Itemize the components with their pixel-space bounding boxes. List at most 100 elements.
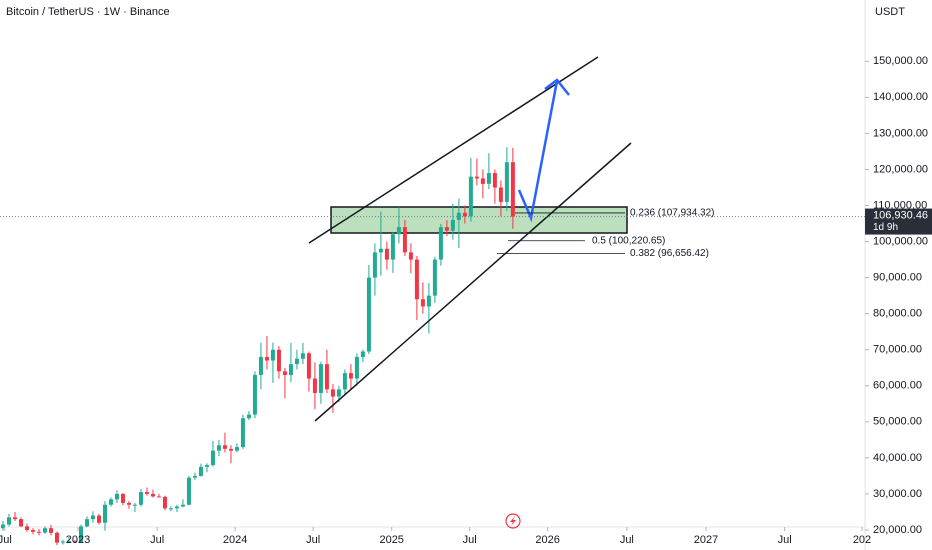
candle-body <box>330 389 335 397</box>
candle-body <box>126 502 131 505</box>
candle-body <box>354 356 359 379</box>
y-tick-label: 150,000.00 <box>873 55 928 67</box>
candle-body <box>438 227 443 260</box>
candle-body <box>96 515 101 523</box>
candle-body <box>306 353 311 379</box>
x-tick-label: Jul <box>778 534 792 546</box>
candle-body <box>180 504 185 507</box>
candle-body <box>402 227 407 253</box>
y-tick-label: 110,000.00 <box>873 199 927 211</box>
candle-body <box>24 526 29 530</box>
candle-body <box>408 252 413 260</box>
y-tick-label: 40,000.00 <box>873 452 922 464</box>
candle-body <box>36 531 41 533</box>
candle-body <box>420 299 425 307</box>
candle-body <box>54 532 59 543</box>
x-tick-label: Jul <box>0 534 12 546</box>
candle-body <box>342 373 347 390</box>
price-tag-label: 106,930.46 <box>873 209 928 221</box>
chart-title: Bitcoin / TetherUS · 1W · Binance <box>6 6 170 18</box>
y-tick-label: 20,000.00 <box>873 524 922 536</box>
y-tick-label: 30,000.00 <box>873 488 922 500</box>
candle-body <box>450 219 455 231</box>
candle-body <box>18 519 23 527</box>
projection-arrow <box>517 80 559 223</box>
candle-body <box>216 445 221 451</box>
y-tick-label: 90,000.00 <box>873 272 922 284</box>
x-tick-label: 2027 <box>694 534 718 546</box>
candle-body <box>198 466 203 476</box>
x-tick-label: Jul <box>620 534 634 546</box>
candle-body <box>162 496 167 509</box>
candle-body <box>468 176 473 217</box>
candle-body <box>462 212 467 217</box>
candle-body <box>258 356 263 375</box>
candle-body <box>114 493 119 500</box>
candle-body <box>12 517 17 520</box>
candle-body <box>366 277 371 352</box>
candle-body <box>90 515 95 520</box>
candle-body <box>102 504 107 523</box>
candle-body <box>132 504 137 506</box>
drawings-over <box>308 56 632 422</box>
candle-body <box>294 358 299 365</box>
candle-body <box>234 447 239 451</box>
logo-bolt <box>510 516 516 526</box>
channel-upper <box>308 56 599 244</box>
x-tick-label: 2026 <box>535 534 559 546</box>
candle-body <box>192 475 197 478</box>
y-tick-label: 100,000.00 <box>873 235 928 247</box>
candle-body <box>372 252 377 278</box>
candle-body <box>378 248 383 253</box>
support-zone <box>330 206 628 234</box>
candle-body <box>456 212 461 220</box>
candle-body <box>174 506 179 509</box>
x-tick-label: 2024 <box>223 534 247 546</box>
price-tag <box>865 208 932 235</box>
candle-body <box>498 187 503 202</box>
candle-body <box>474 176 479 179</box>
candle-body <box>30 529 35 532</box>
candle-body <box>72 541 77 543</box>
fib-label: 0.236 (107,934.32) <box>630 208 715 219</box>
candle-body <box>288 364 293 375</box>
x-tick-label: Jul <box>463 534 477 546</box>
candle-body <box>432 259 437 296</box>
drawings <box>330 206 628 234</box>
y-tick-label: 80,000.00 <box>873 308 922 320</box>
candle-body <box>156 496 161 498</box>
candle-body <box>318 364 323 393</box>
candle-body <box>66 541 71 543</box>
fib-label: 0.382 (96,656.42) <box>630 248 709 259</box>
candle-body <box>0 524 5 529</box>
fib-label: 0.5 (100,220.65) <box>592 235 665 246</box>
candle-body <box>168 508 173 510</box>
candle-body <box>246 414 251 419</box>
y-tick-label: 130,000.00 <box>873 127 928 139</box>
price-countdown: 1d 9h <box>873 222 898 233</box>
candle-body <box>486 173 491 184</box>
candle-body <box>210 450 215 466</box>
candle-body <box>120 493 125 503</box>
candle-body <box>384 248 389 260</box>
candle-body <box>480 178 485 184</box>
y-tick-label: 70,000.00 <box>873 344 922 356</box>
candle-body <box>204 465 209 467</box>
candle-body <box>360 351 365 357</box>
y-tick-label: 50,000.00 <box>873 416 922 428</box>
x-tick-label: Jul <box>150 534 164 546</box>
candle-body <box>396 227 401 235</box>
candle-body <box>426 295 431 307</box>
candle-body <box>240 418 245 448</box>
candle-body <box>42 528 47 533</box>
candle-body <box>222 445 227 449</box>
x-tick-label: 2023 <box>66 534 90 546</box>
candle-body <box>84 519 89 527</box>
candle-body <box>48 528 53 533</box>
y-tick-label: 140,000.00 <box>873 91 928 103</box>
candle-body <box>348 373 353 379</box>
candle-body <box>138 492 143 505</box>
candle-body <box>414 259 419 300</box>
logo-circle <box>505 513 521 529</box>
